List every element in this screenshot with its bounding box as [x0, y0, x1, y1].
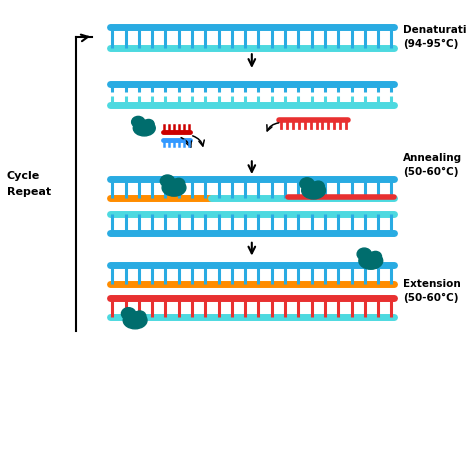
Ellipse shape [143, 119, 154, 129]
Text: Denaturation
(94-95°C): Denaturation (94-95°C) [403, 25, 467, 49]
Ellipse shape [123, 312, 147, 329]
Ellipse shape [134, 311, 146, 321]
Ellipse shape [359, 252, 382, 269]
Ellipse shape [357, 248, 371, 260]
Ellipse shape [312, 181, 324, 191]
Ellipse shape [121, 308, 136, 320]
Text: Repeat: Repeat [7, 187, 51, 197]
Ellipse shape [160, 175, 175, 187]
Text: Cycle: Cycle [7, 171, 40, 180]
Ellipse shape [162, 179, 186, 196]
Ellipse shape [133, 120, 155, 136]
Ellipse shape [173, 178, 185, 189]
Ellipse shape [302, 182, 325, 199]
Text: Annealing
(50-60°C): Annealing (50-60°C) [403, 153, 462, 177]
Text: Extension
(50-60°C): Extension (50-60°C) [403, 279, 460, 303]
Ellipse shape [369, 251, 382, 262]
Ellipse shape [300, 178, 314, 190]
Ellipse shape [132, 116, 145, 128]
